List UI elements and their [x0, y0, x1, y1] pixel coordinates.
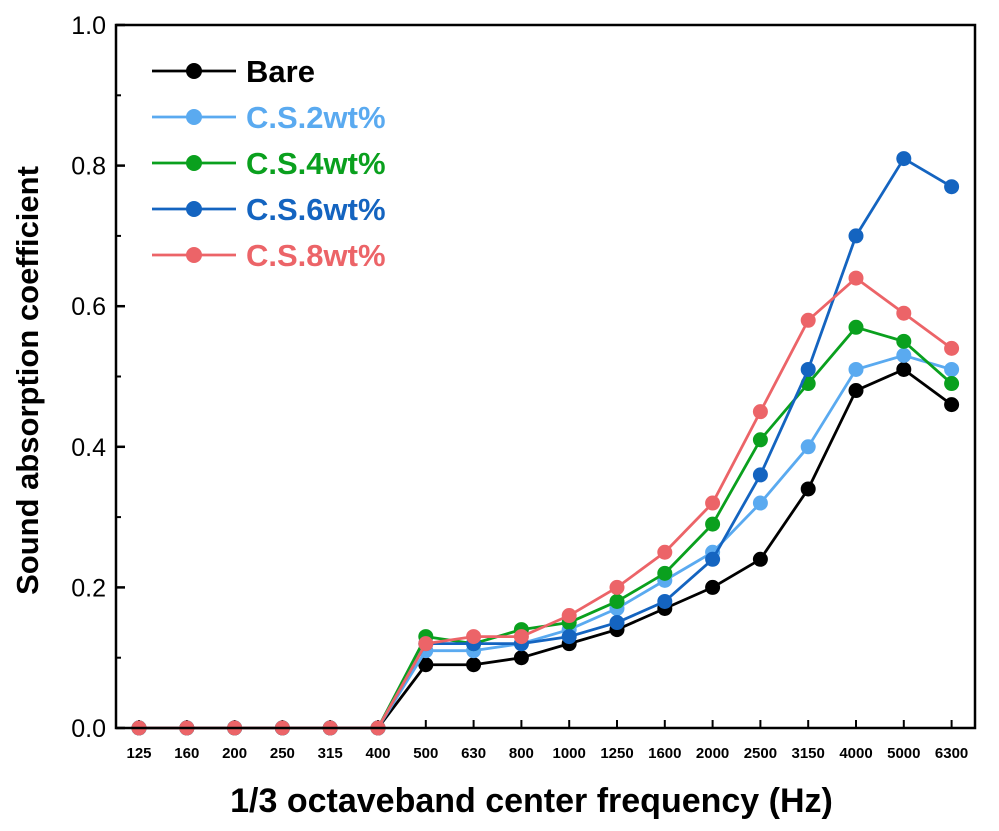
data-point: [657, 565, 673, 581]
data-point: [466, 657, 482, 673]
x-tick-label: 2000: [696, 745, 729, 762]
series-line: [139, 325, 953, 730]
series-layer: [131, 151, 960, 736]
data-point: [418, 657, 434, 673]
data-point: [752, 551, 768, 567]
data-point: [561, 608, 577, 624]
x-tick-label: 1250: [600, 745, 633, 762]
legend-label: C.S.6wt%: [246, 192, 386, 227]
series-2: [131, 347, 960, 736]
legend-label: C.S.2wt%: [246, 100, 386, 135]
x-tick-label: 400: [365, 745, 390, 762]
x-axis-title: 1/3 octaveband center frequency (Hz): [230, 782, 833, 820]
y-tick-label: 0.0: [71, 715, 106, 743]
legend-marker: [186, 201, 202, 217]
data-point: [896, 347, 912, 363]
x-tick-label: 160: [174, 745, 199, 762]
x-tick-label: 2500: [744, 745, 777, 762]
data-point: [752, 404, 768, 420]
data-point: [466, 629, 482, 645]
x-tick-label: 1000: [553, 745, 586, 762]
legend-label: C.S.4wt%: [246, 146, 386, 181]
series-5: [131, 270, 960, 736]
data-point: [896, 361, 912, 377]
data-point: [848, 383, 864, 399]
legend-label: C.S.8wt%: [246, 238, 386, 273]
legend-marker: [186, 109, 202, 125]
y-tick-label: 0.4: [71, 434, 106, 462]
data-point: [561, 629, 577, 645]
x-tick-label: 4000: [839, 745, 872, 762]
data-point: [609, 593, 625, 609]
legend-item: C.S.4wt%: [152, 146, 386, 181]
x-tick-label: 250: [270, 745, 295, 762]
data-point: [705, 495, 721, 511]
legend-item: Bare: [152, 54, 315, 89]
data-point: [944, 179, 960, 195]
data-point: [800, 481, 816, 497]
data-point: [513, 629, 529, 645]
data-point: [848, 319, 864, 335]
y-tick-label: 0.6: [71, 293, 106, 321]
data-point: [752, 467, 768, 483]
data-point: [848, 361, 864, 377]
data-point: [752, 432, 768, 448]
data-point: [609, 615, 625, 631]
x-tick-label: 500: [413, 745, 438, 762]
data-point: [657, 593, 673, 609]
x-tick-label: 6300: [935, 745, 968, 762]
series-1: [131, 361, 960, 736]
legend-item: C.S.2wt%: [152, 100, 386, 135]
data-point: [944, 376, 960, 392]
data-point: [800, 312, 816, 328]
x-tick-label: 200: [222, 745, 247, 762]
x-axis-ticks: 125 160 200 250 315 400 500 630 800 1000 1250 1600 2…: [126, 720, 968, 762]
legend-item: C.S.6wt%: [152, 192, 386, 227]
data-point: [513, 650, 529, 666]
data-point: [944, 340, 960, 356]
x-tick-label: 800: [509, 745, 534, 762]
x-tick-label: 5000: [887, 745, 920, 762]
x-tick-label: 3150: [792, 745, 825, 762]
data-point: [800, 361, 816, 377]
y-tick-label: 0.2: [71, 574, 106, 602]
data-point: [609, 579, 625, 595]
data-point: [752, 495, 768, 511]
x-tick-label: 125: [126, 745, 151, 762]
data-point: [657, 544, 673, 560]
legend-marker: [186, 155, 202, 171]
x-tick-label: 630: [461, 745, 486, 762]
data-point: [896, 151, 912, 167]
legend-marker: [186, 247, 202, 263]
legend-item: C.S.8wt%: [152, 238, 386, 273]
data-point: [896, 333, 912, 349]
data-point: [896, 305, 912, 321]
legend-label: Bare: [246, 54, 315, 89]
series-line: [139, 354, 952, 730]
y-tick-label: 0.8: [71, 153, 106, 181]
legend: Bare C.S.2wt% C.S.4wt% C.S.6wt% C.S.8wt%: [152, 54, 386, 273]
x-tick-label: 315: [318, 745, 343, 762]
data-point: [705, 551, 721, 567]
plot-frame: [114, 23, 977, 730]
series-line: [139, 368, 953, 730]
data-point: [705, 516, 721, 532]
data-point: [705, 579, 721, 595]
x-tick-label: 1600: [648, 745, 681, 762]
y-tick-label: 1.0: [71, 12, 106, 40]
y-axis-title: Sound absorption coefficient: [10, 166, 45, 595]
data-point: [848, 270, 864, 286]
data-point: [848, 228, 864, 244]
data-point: [418, 636, 434, 652]
legend-marker: [186, 63, 202, 79]
series-3: [131, 319, 960, 736]
data-point: [944, 397, 960, 413]
data-point: [800, 439, 816, 455]
data-point: [944, 361, 960, 377]
series-line: [139, 276, 953, 730]
y-axis-ticks: 0.0 0.2 0.4 0.6 0.8 1.0: [71, 12, 125, 743]
